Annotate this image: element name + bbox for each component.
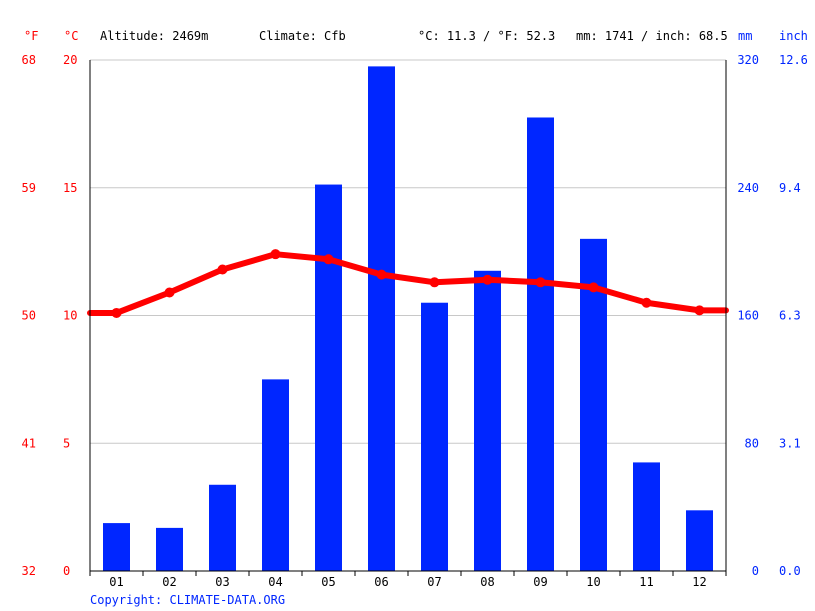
month-label: 04 <box>268 575 282 589</box>
month-label: 08 <box>480 575 494 589</box>
month-label: 06 <box>374 575 388 589</box>
temperature-point <box>323 254 334 265</box>
tick-label-celsius: 0 <box>63 564 70 578</box>
unit-inch-label: inch <box>779 29 808 43</box>
temperature-point <box>641 297 652 308</box>
tick-label-mm: 320 <box>737 53 759 67</box>
temperature-point <box>429 277 440 288</box>
altitude-label: Altitude: 2469m <box>100 29 208 43</box>
month-label: 05 <box>321 575 335 589</box>
precipitation-bar <box>368 66 395 571</box>
tick-label-inch: 3.1 <box>779 436 801 450</box>
copyright-link[interactable]: Copyright: CLIMATE-DATA.ORG <box>90 593 285 607</box>
tick-label-mm: 0 <box>752 564 759 578</box>
temperature-point <box>217 264 228 275</box>
precipitation-bar <box>686 510 713 571</box>
tick-labels: 68 20 320 12.659 15 240 9.450 10 160 6.341 5 80 3.13… <box>22 53 808 589</box>
temperature-point <box>694 305 705 316</box>
temperature-point <box>588 282 599 293</box>
climate-label: Climate: Cfb <box>259 29 346 43</box>
precipitation-bar <box>315 184 342 571</box>
temperature-point <box>111 307 122 318</box>
precipitation-bars <box>103 66 713 572</box>
tick-label-inch: 9.4 <box>779 181 801 195</box>
tick-label-celsius: 15 <box>63 181 77 195</box>
temperature-point <box>270 249 281 260</box>
tick-label-inch: 0.0 <box>779 564 801 578</box>
unit-mm-label: mm <box>738 29 752 43</box>
month-label: 11 <box>639 575 653 589</box>
precipitation-bar <box>527 117 554 572</box>
tick-label-mm: 240 <box>737 181 759 195</box>
month-label: 02 <box>162 575 176 589</box>
tick-label-fahrenheit: 32 <box>22 564 36 578</box>
tick-label-celsius: 10 <box>63 309 77 323</box>
precipitation-bar <box>474 270 501 571</box>
tick-label-celsius: 5 <box>63 436 70 450</box>
tick-label-fahrenheit: 50 <box>22 309 36 323</box>
axes <box>89 60 727 576</box>
precipitation-bar <box>103 523 130 571</box>
precipitation-bar <box>580 238 607 571</box>
temperature-series-line <box>87 251 729 316</box>
month-label: 03 <box>215 575 229 589</box>
tick-label-inch: 6.3 <box>779 309 801 323</box>
unit-celsius-label: °C <box>64 29 78 43</box>
tick-label-fahrenheit: 68 <box>22 53 36 67</box>
temperature-point <box>482 274 493 285</box>
month-label: 01 <box>109 575 123 589</box>
tick-label-mm: 160 <box>737 309 759 323</box>
precipitation-bar <box>156 527 183 571</box>
precipitation-bar <box>209 484 236 571</box>
month-label: 10 <box>586 575 600 589</box>
temperature-line <box>87 249 729 318</box>
tick-label-mm: 80 <box>745 436 759 450</box>
temperature-point <box>376 269 387 280</box>
precipitation-bar <box>262 379 289 571</box>
tick-label-fahrenheit: 59 <box>22 181 36 195</box>
temperature-point <box>535 277 546 288</box>
tick-label-inch: 12.6 <box>779 53 808 67</box>
month-label: 09 <box>533 575 547 589</box>
precipitation-summary: mm: 1741 / inch: 68.5 <box>576 29 728 43</box>
unit-fahrenheit-label: °F <box>24 29 38 43</box>
month-label: 12 <box>692 575 706 589</box>
temperature-point <box>164 287 175 298</box>
precipitation-bar <box>421 302 448 571</box>
precipitation-bar <box>633 462 660 571</box>
temperature-summary: °C: 11.3 / °F: 52.3 <box>418 29 555 43</box>
tick-label-fahrenheit: 41 <box>22 436 36 450</box>
month-label: 07 <box>427 575 441 589</box>
gridlines <box>90 59 726 444</box>
tick-label-celsius: 20 <box>63 53 77 67</box>
